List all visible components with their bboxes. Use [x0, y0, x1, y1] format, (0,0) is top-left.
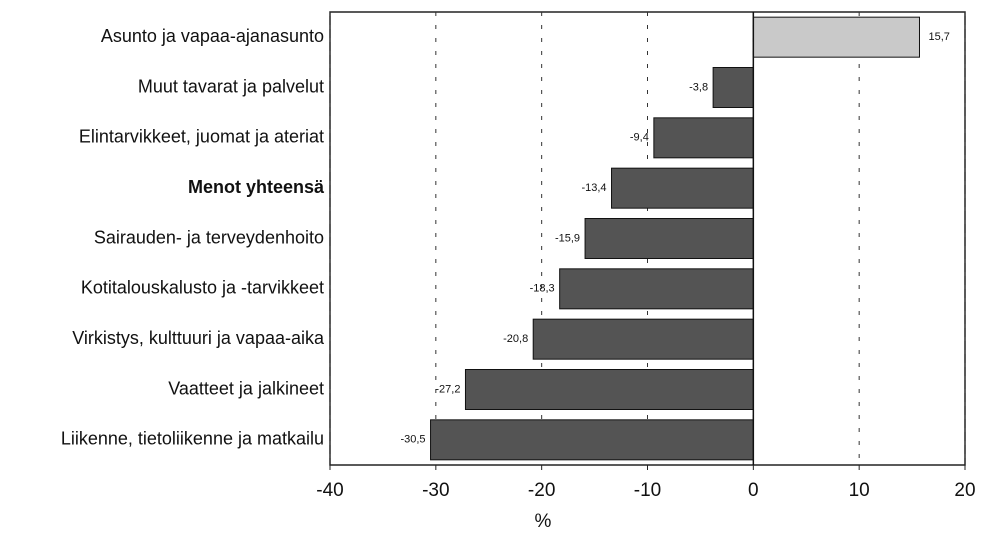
x-axis-title: % [535, 511, 552, 532]
category-label: Liikenne, tietoliikenne ja matkailu [61, 429, 324, 449]
bar [584, 218, 754, 259]
value-label: -18,3 [530, 283, 555, 295]
x-tick-label: -20 [528, 480, 555, 501]
bar [653, 117, 754, 159]
value-label: 15,7 [928, 31, 949, 43]
value-label: -3,8 [689, 81, 708, 93]
value-label: -30,5 [400, 434, 425, 446]
value-label: -27,2 [435, 383, 460, 395]
category-label: Elintarvikkeet, juomat ja ateriat [79, 127, 324, 147]
bar [611, 167, 754, 209]
bar [430, 419, 754, 461]
bar [752, 16, 920, 58]
value-label: -20,8 [503, 333, 528, 345]
bar [464, 369, 754, 410]
x-tick-label: 10 [849, 480, 870, 501]
category-label: Menot yhteensä [188, 177, 325, 197]
category-label: Muut tavarat ja palvelut [138, 76, 324, 96]
value-label: -15,9 [555, 232, 580, 244]
bar [559, 268, 754, 310]
x-tick-label: 20 [954, 480, 975, 501]
category-label: Virkistys, kulttuuri ja vapaa-aika [72, 328, 325, 348]
x-tick-label: 0 [748, 480, 759, 501]
x-tick-label: -40 [316, 480, 343, 501]
x-tick-label: -10 [634, 480, 661, 501]
category-label: Vaatteet ja jalkineet [168, 378, 324, 398]
category-label: Asunto ja vapaa-ajanasunto [101, 26, 324, 46]
x-tick-label: -30 [422, 480, 449, 501]
bar [532, 318, 754, 360]
category-label: Kotitalouskalusto ja -tarvikkeet [81, 278, 324, 298]
value-label: -13,4 [581, 182, 606, 194]
category-label: Sairauden- ja terveydenhoito [94, 227, 324, 247]
bar [712, 67, 754, 108]
value-label: -9,4 [630, 132, 649, 144]
